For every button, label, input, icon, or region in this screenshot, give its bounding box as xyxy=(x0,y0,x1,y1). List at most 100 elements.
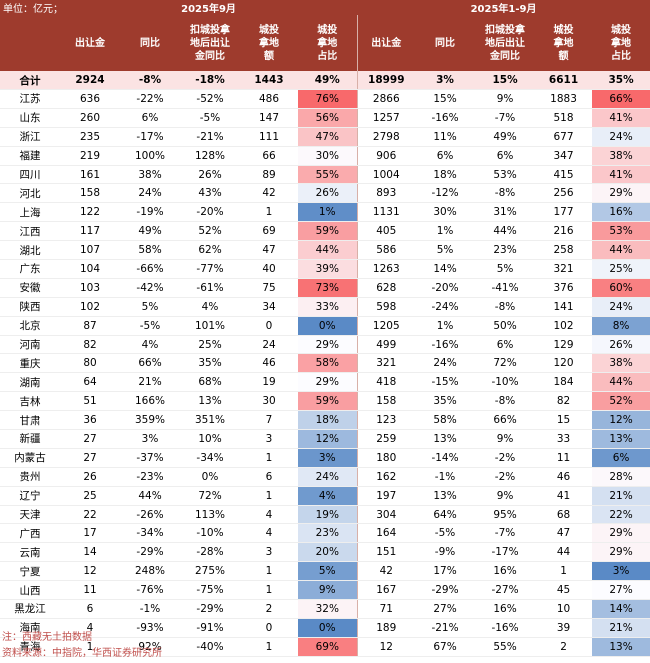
table-cell: -37% xyxy=(120,448,180,468)
table-cell: 22% xyxy=(592,505,650,525)
table-cell: 161 xyxy=(60,165,120,185)
table-cell: -1% xyxy=(120,599,180,619)
table-cell: 0% xyxy=(298,618,358,638)
table-cell: -2% xyxy=(475,448,536,468)
column-header: 扣城投拿地后出让金同比 xyxy=(180,15,240,71)
table-cell: 162 xyxy=(356,467,416,487)
column-header-text: 出让金 xyxy=(75,37,105,49)
table-cell: 42 xyxy=(240,183,298,204)
table-cell: 55% xyxy=(475,637,536,657)
table-cell: 75 xyxy=(240,278,298,298)
table-cell: 235 xyxy=(60,127,120,147)
table-cell: 3 xyxy=(240,429,298,449)
table-cell: 95% xyxy=(475,505,536,525)
table-cell: 158 xyxy=(356,391,416,412)
table-cell: -5% xyxy=(180,108,240,128)
table-cell: 64% xyxy=(415,505,476,525)
table-row: 江苏 636 -22% -52% 486 76% 2866 15% 9% 1883 66% xyxy=(0,89,650,109)
table-cell: 44% xyxy=(120,486,180,506)
table-cell: 62% xyxy=(180,240,240,261)
table-cell: 50% xyxy=(475,316,536,336)
table-cell: 9% xyxy=(475,89,536,109)
table-cell: 906 xyxy=(356,146,416,166)
table-cell: 5% xyxy=(298,561,358,582)
table-cell: 1 xyxy=(240,580,298,601)
table-cell: 6% xyxy=(415,146,476,166)
table-cell: -20% xyxy=(415,278,476,298)
table-cell: 1443 xyxy=(240,71,298,90)
table-cell: 44 xyxy=(535,542,593,563)
table-cell: 72% xyxy=(475,353,536,374)
table-cell: 11 xyxy=(60,580,120,601)
table-cell: -7% xyxy=(475,523,536,544)
region-name: 合计 xyxy=(0,71,60,90)
table-cell: 2 xyxy=(240,599,298,619)
table-cell: 47% xyxy=(298,127,358,147)
table-cell: 31% xyxy=(475,202,536,223)
table-cell: -34% xyxy=(120,523,180,544)
table-cell: 167 xyxy=(356,580,416,601)
table-cell: 15% xyxy=(415,89,476,109)
table-cell: -8% xyxy=(475,183,536,204)
table-cell: -8% xyxy=(120,71,180,90)
region-name: 黑龙江 xyxy=(0,599,60,619)
table-cell: 30% xyxy=(415,202,476,223)
table-cell: 19 xyxy=(240,372,298,393)
table-row: 山东 260 6% -5% 147 56% 1257 -16% -7% 518 41% xyxy=(0,108,650,128)
table-cell: -17% xyxy=(475,542,536,563)
table-cell: 27% xyxy=(415,599,476,619)
table-cell: 4 xyxy=(240,523,298,544)
region-name: 山东 xyxy=(0,108,60,128)
table-cell: 66% xyxy=(475,410,536,431)
table-cell: 1205 xyxy=(356,316,416,336)
table-cell: 586 xyxy=(356,240,416,261)
table-cell: 26 xyxy=(60,467,120,487)
table-cell: 49% xyxy=(120,221,180,242)
table-cell: 44% xyxy=(475,221,536,242)
table-cell: 71 xyxy=(356,599,416,619)
region-name: 新疆 xyxy=(0,429,60,449)
column-header-text: 城投拿地额 xyxy=(259,24,279,62)
table-cell: 2798 xyxy=(356,127,416,147)
table-cell: 3% xyxy=(415,71,476,90)
table-row: 安徽 103 -42% -61% 75 73% 628 -20% -41% 376 60% xyxy=(0,278,650,298)
table-cell: 35% xyxy=(180,353,240,374)
table-cell: 598 xyxy=(356,297,416,317)
table-cell: 219 xyxy=(60,146,120,166)
table-cell: 1 xyxy=(240,637,298,657)
table-cell: 13% xyxy=(415,429,476,449)
table-cell: 49% xyxy=(475,127,536,147)
table-cell: 415 xyxy=(535,165,593,185)
table-cell: 1131 xyxy=(356,202,416,223)
table-cell: -40% xyxy=(180,637,240,657)
table-cell: 6% xyxy=(120,108,180,128)
table-cell: 636 xyxy=(60,89,120,109)
table-cell: 13% xyxy=(180,391,240,412)
region-name: 浙江 xyxy=(0,127,60,147)
table-cell: 8% xyxy=(592,316,650,336)
table-cell: 21% xyxy=(592,618,650,638)
table-cell: 56% xyxy=(298,108,358,128)
table-cell: 258 xyxy=(535,240,593,261)
table-cell: 27 xyxy=(60,448,120,468)
table-cell: 256 xyxy=(535,183,593,204)
table-cell: 1263 xyxy=(356,259,416,279)
table-row: 青海 1 92% -40% 1 69% 12 67% 55% 2 13% xyxy=(0,637,650,657)
table-cell: 47 xyxy=(240,240,298,261)
table-cell: 151 xyxy=(356,542,416,563)
table-cell: 893 xyxy=(356,183,416,204)
table-row: 新疆 27 3% 10% 3 12% 259 13% 9% 33 13% xyxy=(0,429,650,449)
region-name: 海南 xyxy=(0,618,60,638)
table-row: 陕西 102 5% 4% 34 33% 598 -24% -8% 141 24% xyxy=(0,297,650,317)
table-cell: 82 xyxy=(60,335,120,355)
table-cell: 6611 xyxy=(535,71,593,90)
table-cell: 58% xyxy=(120,240,180,261)
table-cell: 16% xyxy=(592,202,650,223)
table-row: 云南 14 -29% -28% 3 20% 151 -9% -17% 44 29% xyxy=(0,542,650,563)
region-name: 江苏 xyxy=(0,89,60,109)
table-cell: 11 xyxy=(535,448,593,468)
table-cell: 1 xyxy=(240,561,298,582)
table-cell: 53% xyxy=(592,221,650,242)
